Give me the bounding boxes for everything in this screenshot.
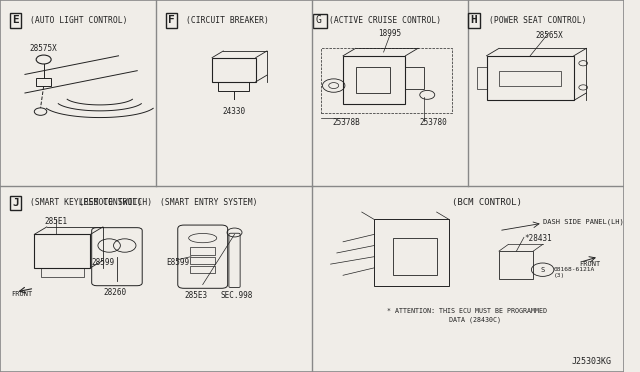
- Text: H: H: [470, 16, 477, 25]
- Text: F: F: [168, 16, 175, 25]
- Bar: [499, 251, 533, 279]
- Text: 25378B: 25378B: [332, 118, 360, 127]
- Bar: [190, 266, 215, 273]
- Text: * ATTENTION: THIS ECU MUST BE PROGRAMMED: * ATTENTION: THIS ECU MUST BE PROGRAMMED: [387, 308, 547, 314]
- Text: (SMART KEYLESS CONTROL): (SMART KEYLESS CONTROL): [30, 198, 142, 207]
- Text: 18995: 18995: [378, 29, 401, 38]
- Text: G: G: [315, 16, 321, 25]
- Bar: [218, 82, 250, 91]
- Text: (ACTIVE CRUISE CONTROL): (ACTIVE CRUISE CONTROL): [330, 16, 442, 25]
- Bar: [405, 67, 424, 89]
- Text: (AUTO LIGHT CONTROL): (AUTO LIGHT CONTROL): [30, 16, 127, 25]
- Text: DATA (28430C): DATA (28430C): [449, 317, 501, 323]
- Text: (BCM CONTROL): (BCM CONTROL): [452, 198, 522, 207]
- Bar: [477, 67, 486, 89]
- Bar: [343, 56, 405, 104]
- Bar: [190, 247, 215, 255]
- Text: 28599: 28599: [92, 258, 115, 267]
- Bar: [40, 268, 84, 277]
- Text: (SMART ENTRY SYSTEM): (SMART ENTRY SYSTEM): [160, 198, 258, 207]
- Bar: [212, 58, 256, 82]
- Bar: [499, 71, 561, 86]
- Bar: [356, 67, 390, 93]
- Text: 28575X: 28575X: [30, 44, 58, 53]
- Text: FRONT: FRONT: [12, 291, 33, 297]
- Bar: [374, 219, 449, 286]
- Bar: [36, 78, 51, 86]
- Text: 253780: 253780: [420, 118, 447, 127]
- Text: 28260: 28260: [104, 288, 127, 296]
- Text: J25303KG: J25303KG: [572, 357, 611, 366]
- Bar: [486, 56, 574, 100]
- Bar: [35, 234, 90, 268]
- Text: 285E1: 285E1: [45, 217, 68, 226]
- Text: E8599: E8599: [166, 258, 189, 267]
- Text: 24330: 24330: [222, 107, 246, 116]
- Text: 08168-6121A
(3): 08168-6121A (3): [554, 267, 595, 278]
- Text: *28431: *28431: [524, 234, 552, 243]
- Text: FRONT: FRONT: [579, 261, 600, 267]
- Bar: [321, 48, 452, 113]
- Bar: [393, 238, 436, 275]
- Text: J: J: [12, 198, 19, 208]
- Text: 285E3: 285E3: [185, 291, 208, 300]
- Text: 28565X: 28565X: [535, 31, 563, 40]
- Text: E: E: [12, 16, 19, 25]
- Text: S: S: [541, 267, 545, 273]
- Text: (CIRCUIT BREAKER): (CIRCUIT BREAKER): [186, 16, 269, 25]
- Bar: [190, 257, 215, 264]
- Text: SEC.998: SEC.998: [221, 291, 253, 300]
- Text: DASH SIDE PANEL(LH): DASH SIDE PANEL(LH): [543, 218, 623, 225]
- Text: (REMOTE SWITCH): (REMOTE SWITCH): [79, 198, 152, 207]
- Text: (POWER SEAT CONTROL): (POWER SEAT CONTROL): [489, 16, 586, 25]
- Bar: [313, 14, 327, 28]
